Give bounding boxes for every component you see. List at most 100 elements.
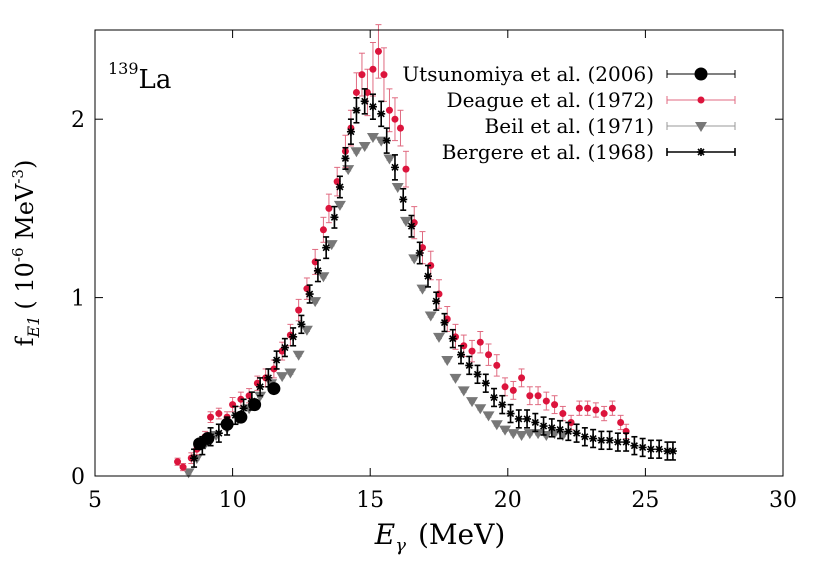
series-layer [174,24,677,479]
legend-samples [666,67,736,156]
data-point [390,163,399,172]
data-point [534,392,542,400]
x-tick-label: 20 [494,488,522,513]
y-axis-symbol: f [11,335,39,346]
data-point [325,204,333,212]
data-point [465,361,474,370]
data-point [350,147,363,158]
data-point [319,226,327,234]
data-point [457,350,466,359]
data-point [215,410,223,418]
data-point [391,182,404,193]
data-point [506,409,515,418]
series-1 [174,24,630,472]
data-point [300,325,313,336]
x-axis-subscript: γ [395,535,406,556]
data-point [346,127,355,136]
data-point [396,124,404,132]
data-point [514,414,523,423]
data-point [289,332,298,341]
legend-marker [695,122,707,132]
data-point [440,318,449,327]
data-point [474,404,487,415]
data-point [284,368,297,379]
data-point [333,200,346,211]
data-point [402,165,410,173]
y-axis-close: ) [11,160,39,169]
x-tick-label: 10 [219,488,247,513]
data-point [526,392,534,400]
data-point [523,414,532,423]
data-point [380,71,388,79]
data-point [317,272,330,283]
data-point [468,347,476,355]
data-point [547,423,556,432]
data-point [415,249,424,257]
legend-marker [697,148,705,156]
data-point [382,136,391,145]
x-tick-label: 30 [769,488,797,513]
data-point [663,447,672,456]
data-point [613,438,622,447]
data-point [584,404,592,412]
data-point [589,434,598,443]
data-point [655,445,664,454]
nucleus-element: La [139,65,172,95]
data-point [432,297,441,306]
y-tick-label: 2 [71,108,85,133]
data-point [333,178,341,186]
data-point [391,115,399,123]
data-point [352,106,361,115]
data-point [267,382,281,396]
data-point [358,71,366,79]
data-point [408,254,421,265]
data-point [646,445,655,454]
data-point [305,290,314,299]
legend-marker [697,96,705,104]
data-point [322,243,331,252]
data-point [551,401,559,409]
data-point [335,182,344,191]
data-point [518,374,526,382]
tick-layer: 5 10 15 20 25 30 0 1 2 [71,30,797,513]
data-point [630,441,639,450]
legend-label-3: Bergere et al. (1968) [442,140,654,164]
data-point [457,386,470,397]
series-0 [193,382,281,451]
data-point [360,97,369,106]
data-point [383,154,396,165]
data-point [313,266,322,275]
data-point [276,372,289,383]
data-point [490,420,503,431]
data-point [341,154,350,163]
data-point [531,418,540,427]
data-point [325,240,338,251]
data-point [559,410,567,418]
data-point [272,356,281,365]
y-axis-units-2: MeV [11,183,39,247]
data-point [515,430,528,441]
legend-label-1: Deague et al. (1972) [447,88,654,112]
data-point [399,216,412,227]
data-point [374,47,382,55]
data-point [501,383,509,391]
data-point [292,350,305,361]
y-axis-subscript: E1 [24,316,43,339]
data-point [448,334,457,343]
x-tick-label: 5 [88,488,102,513]
data-point [256,382,265,391]
x-axis-title: Eγ (MeV) [374,518,506,556]
data-point [280,343,289,352]
data-point [254,391,267,402]
data-point [564,427,573,436]
data-point [385,106,393,114]
data-point [575,404,583,412]
data-point [597,436,606,445]
data-point [481,379,490,388]
x-tick-label: 25 [631,488,659,513]
data-point [399,195,408,204]
y-tick-label: 0 [71,465,85,490]
plot-frame [94,29,784,477]
data-point [423,272,432,281]
data-point [190,454,199,463]
